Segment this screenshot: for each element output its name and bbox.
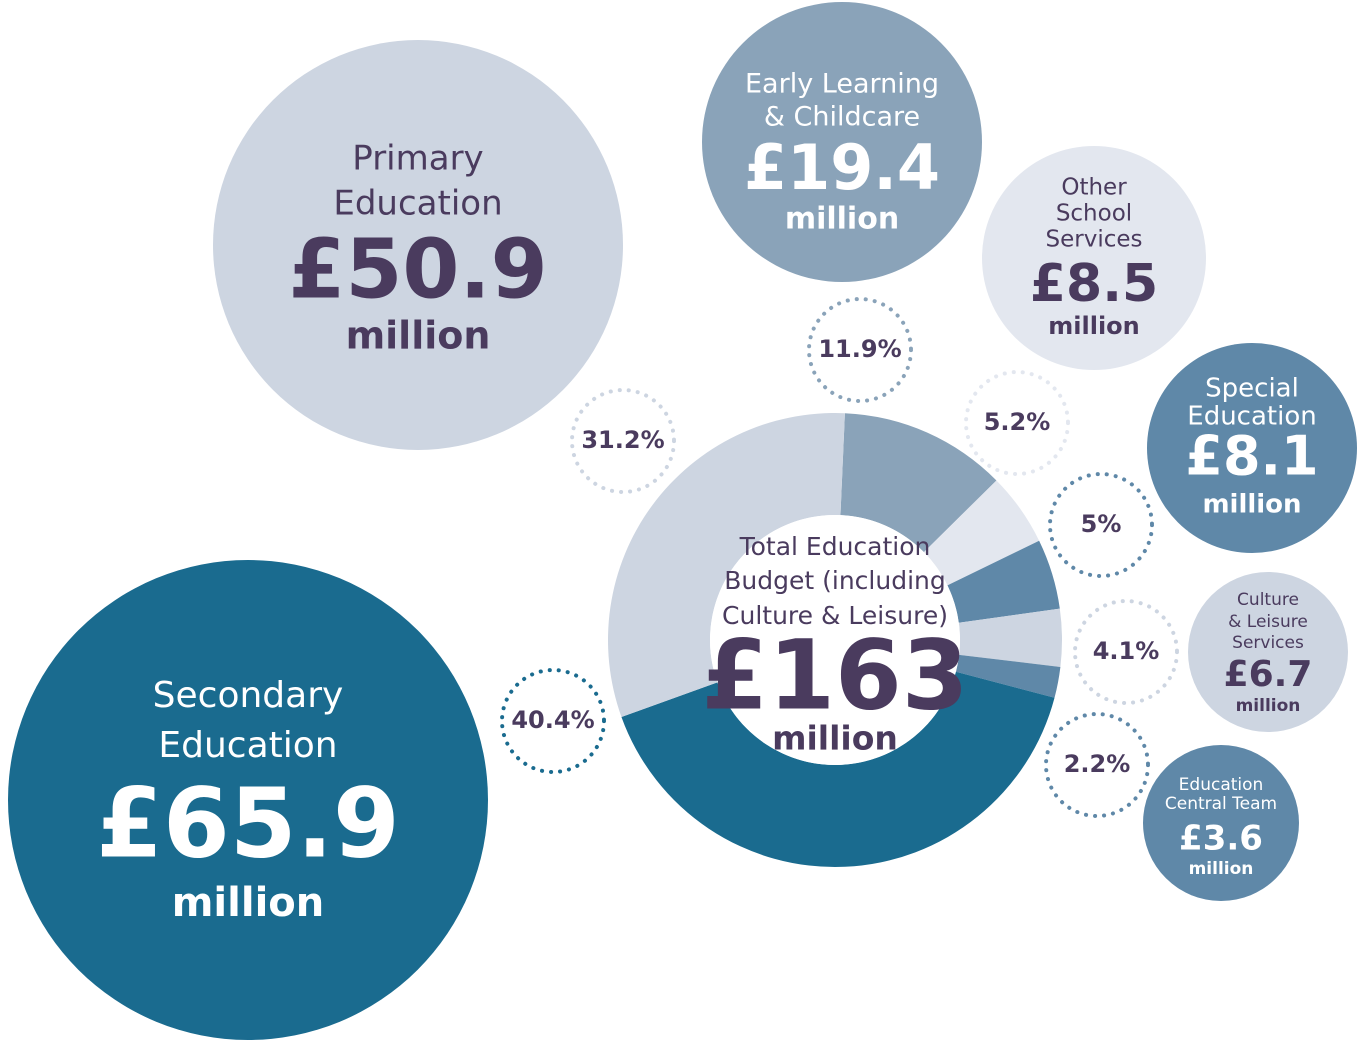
category-name: & Leisure bbox=[1228, 612, 1308, 632]
percent-ring bbox=[1048, 472, 1154, 578]
category-name: Central Team bbox=[1165, 794, 1277, 814]
amount-label: £65.9 bbox=[96, 767, 400, 879]
amount-label: £50.9 bbox=[288, 222, 547, 317]
percent-ring bbox=[1073, 599, 1179, 705]
amount-label: £3.6 bbox=[1179, 819, 1263, 859]
donut-segment bbox=[958, 608, 1062, 667]
amount-label: £6.7 bbox=[1224, 654, 1313, 695]
donut-segment bbox=[947, 540, 1060, 623]
percent-ring bbox=[1044, 712, 1150, 818]
category-bubble bbox=[213, 40, 623, 450]
donut-hole bbox=[710, 515, 960, 765]
center-label: Budget (including bbox=[724, 566, 945, 595]
category-bubble bbox=[8, 560, 488, 1040]
donut-segment bbox=[955, 654, 1061, 698]
category-name: Other bbox=[1061, 175, 1127, 201]
category-name: Culture bbox=[1237, 590, 1299, 610]
percent-label: 40.4% bbox=[511, 706, 594, 734]
percent-ring bbox=[500, 668, 606, 774]
donut-segment bbox=[840, 413, 997, 553]
category-name: Education bbox=[1179, 775, 1264, 795]
percent-label: 2.2% bbox=[1064, 750, 1131, 778]
amount-label: £19.4 bbox=[744, 131, 940, 204]
total-label: £163 bbox=[701, 619, 968, 731]
category-name: Early Learning bbox=[745, 69, 939, 100]
category-name: & Childcare bbox=[764, 102, 920, 133]
donut-segment bbox=[607, 412, 845, 717]
percent-ring bbox=[807, 297, 913, 403]
category-bubble bbox=[1147, 343, 1357, 553]
category-name: Education bbox=[158, 725, 337, 766]
category-name: Special bbox=[1205, 374, 1299, 404]
total-unit: million bbox=[772, 719, 898, 758]
category-bubble bbox=[982, 146, 1206, 370]
amount-unit: million bbox=[172, 880, 324, 926]
percent-label: 5% bbox=[1081, 510, 1122, 538]
percent-label: 11.9% bbox=[818, 335, 901, 363]
amount-label: £8.5 bbox=[1030, 254, 1158, 314]
category-name: School bbox=[1056, 201, 1132, 227]
donut-segment bbox=[923, 480, 1040, 586]
amount-label: £8.1 bbox=[1185, 425, 1318, 488]
percent-ring bbox=[570, 388, 676, 494]
amount-unit: million bbox=[1048, 312, 1140, 340]
category-name: Education bbox=[333, 184, 502, 224]
center-label: Total Education bbox=[739, 532, 931, 561]
percent-label: 4.1% bbox=[1093, 637, 1160, 665]
amount-unit: million bbox=[346, 314, 491, 358]
category-name: Services bbox=[1232, 633, 1304, 653]
center-label: Culture & Leisure) bbox=[722, 601, 948, 630]
category-name: Education bbox=[1187, 402, 1316, 432]
percent-ring bbox=[964, 370, 1070, 476]
category-bubble bbox=[702, 2, 982, 282]
category-name: Services bbox=[1046, 227, 1143, 253]
category-name: Primary bbox=[352, 139, 483, 179]
amount-unit: million bbox=[785, 202, 899, 237]
category-name: Secondary bbox=[153, 675, 344, 716]
amount-unit: million bbox=[1236, 696, 1301, 716]
amount-unit: million bbox=[1189, 859, 1254, 879]
percent-label: 31.2% bbox=[581, 426, 664, 454]
category-bubble bbox=[1188, 572, 1348, 732]
amount-unit: million bbox=[1202, 490, 1301, 520]
donut-segment bbox=[621, 671, 1055, 868]
percent-label: 5.2% bbox=[984, 408, 1051, 436]
category-bubble bbox=[1143, 745, 1299, 901]
